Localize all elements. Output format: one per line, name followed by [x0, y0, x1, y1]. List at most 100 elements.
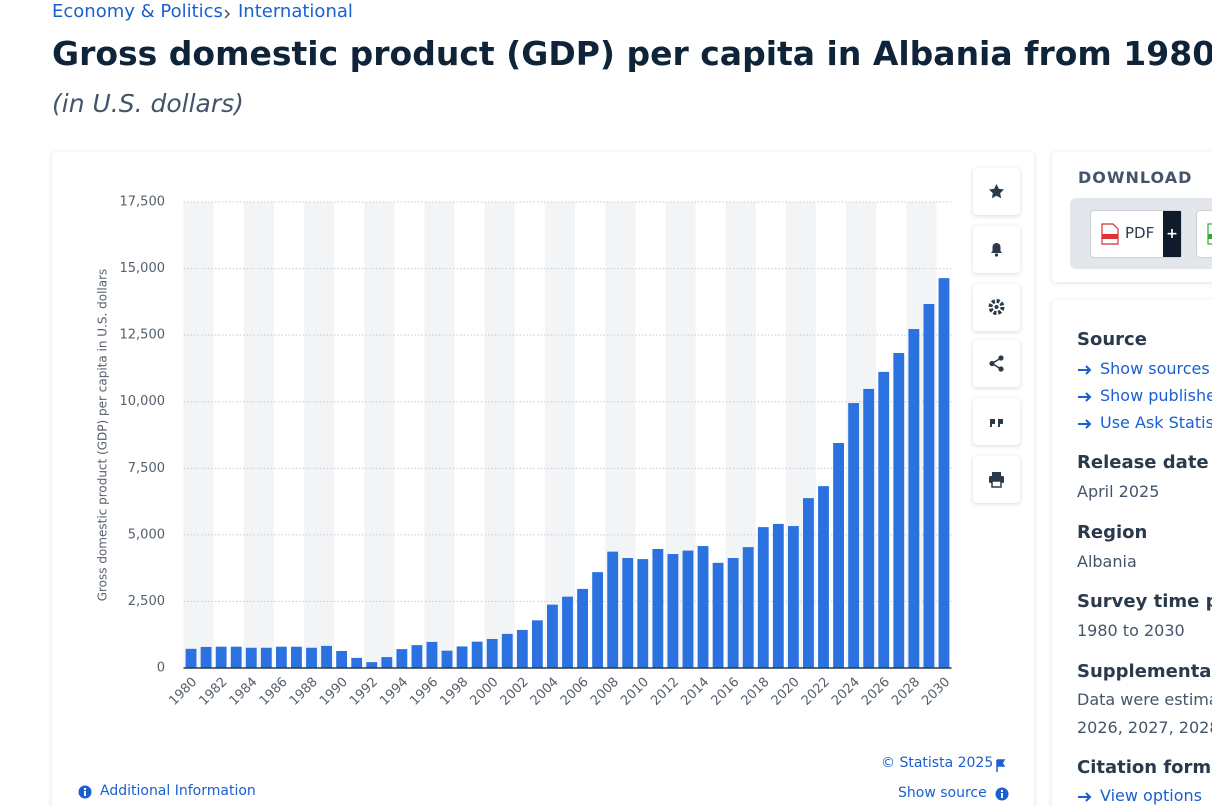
bar	[381, 657, 393, 668]
y-tick-label: 15,000	[120, 261, 166, 276]
bar	[592, 572, 604, 668]
bar	[215, 646, 227, 668]
pdf-button[interactable]: PDF +	[1090, 210, 1182, 258]
bar	[712, 562, 724, 668]
x-tick-label: 1994	[377, 675, 411, 709]
section-value: 2026, 2027, 2028,	[1077, 718, 1212, 737]
bar	[893, 352, 905, 668]
bar	[818, 486, 829, 668]
bar	[230, 646, 242, 668]
x-tick-label: 1998	[437, 675, 471, 709]
x-tick-label: 2008	[588, 675, 622, 709]
bar	[547, 604, 558, 668]
x-tick-label: 2020	[769, 675, 803, 709]
x-tick-label: 2022	[799, 675, 833, 709]
settings-button[interactable]	[973, 284, 1020, 331]
bar	[456, 646, 468, 668]
source-link[interactable]: Show publishe	[1100, 386, 1212, 405]
bar	[501, 633, 513, 668]
print-button[interactable]	[973, 456, 1020, 503]
x-tick-label: 1992	[347, 675, 381, 709]
link-arrow	[1078, 365, 1092, 375]
x-tick-label: 2024	[829, 675, 863, 709]
share-button[interactable]	[973, 340, 1020, 387]
bar	[637, 559, 649, 668]
source-link[interactable]: Use Ask Statist	[1100, 413, 1212, 432]
y-tick-label: 10,000	[120, 394, 166, 409]
bar	[516, 629, 528, 668]
details-card	[1052, 300, 1212, 806]
x-tick-label: 1990	[317, 675, 351, 709]
bar	[622, 558, 634, 668]
pdf-plus[interactable]: +	[1163, 211, 1181, 257]
background-stripe	[364, 202, 395, 668]
bar	[667, 554, 679, 668]
bar	[803, 498, 814, 668]
bar	[411, 645, 423, 668]
bar	[200, 646, 212, 668]
section-heading: Release date	[1077, 452, 1209, 473]
citation-link[interactable]: View options	[1100, 786, 1202, 805]
y-tick-label: 7,500	[128, 461, 165, 476]
source-link[interactable]: Show sources	[1100, 359, 1210, 378]
page-subtitle: (in U.S. dollars)	[52, 89, 244, 118]
y-tick-label: 12,500	[120, 328, 166, 343]
bar	[471, 641, 483, 668]
x-tick-label: 1980	[166, 675, 200, 709]
x-tick-label: 2028	[889, 675, 923, 709]
xls-button[interactable]	[1196, 210, 1212, 258]
x-tick-label: 2018	[739, 675, 773, 709]
show-source[interactable]: Show source	[898, 785, 987, 801]
bar	[351, 657, 363, 668]
section-heading: Region	[1077, 522, 1148, 543]
breadcrumb-link[interactable]: International	[238, 1, 353, 22]
x-tick-label: 2014	[678, 675, 712, 709]
info-icon	[78, 785, 92, 799]
section-heading: Source	[1077, 329, 1147, 350]
bar	[833, 442, 844, 668]
chart: Gross domestic product (GDP) per capita …	[96, 195, 1006, 772]
section-value: Albania	[1077, 552, 1137, 571]
bar	[441, 650, 453, 668]
page-title: Gross domestic product (GDP) per capita …	[52, 34, 1212, 73]
section-heading: Citation forma	[1077, 757, 1212, 778]
bar	[607, 551, 619, 668]
bar	[878, 371, 890, 668]
bar	[260, 647, 272, 668]
background-stripe	[243, 202, 274, 668]
bar	[772, 523, 784, 668]
section-value: 1980 to 2030	[1077, 621, 1185, 640]
y-tick-label: 2,500	[128, 594, 165, 609]
bar	[486, 638, 498, 668]
x-tick-label: 1986	[257, 675, 291, 709]
link-arrow	[1078, 792, 1092, 802]
cite-button[interactable]	[973, 398, 1020, 445]
notification-button[interactable]	[973, 226, 1020, 273]
pdf-label: PDF	[1125, 224, 1155, 242]
x-tick-label: 2016	[708, 675, 742, 709]
y-axis-label: Gross domestic product (GDP) per capita …	[96, 269, 110, 602]
x-tick-label: 2006	[558, 675, 592, 709]
bar	[908, 329, 920, 668]
download-heading: DOWNLOAD	[1078, 168, 1193, 187]
bar	[682, 550, 694, 668]
bar	[577, 588, 588, 668]
x-tick-label: 2026	[859, 675, 893, 709]
y-tick-label: 5,000	[128, 527, 165, 542]
bar	[652, 548, 664, 668]
breadcrumb-link[interactable]: Economy & Politics	[52, 1, 223, 22]
bar	[185, 648, 197, 668]
x-tick-label: 2004	[528, 675, 562, 709]
bar	[787, 526, 799, 668]
favorite-button[interactable]	[973, 168, 1020, 215]
y-tick-label: 17,500	[120, 195, 166, 210]
x-tick-label: 1984	[227, 675, 261, 709]
bar	[848, 403, 860, 668]
additional-info[interactable]: Additional Information	[100, 783, 256, 799]
bar	[426, 641, 438, 668]
copyright[interactable]: © Statista 2025	[881, 755, 994, 771]
bar	[275, 646, 287, 668]
x-tick-label: 2030	[919, 675, 953, 709]
bar	[291, 646, 302, 668]
